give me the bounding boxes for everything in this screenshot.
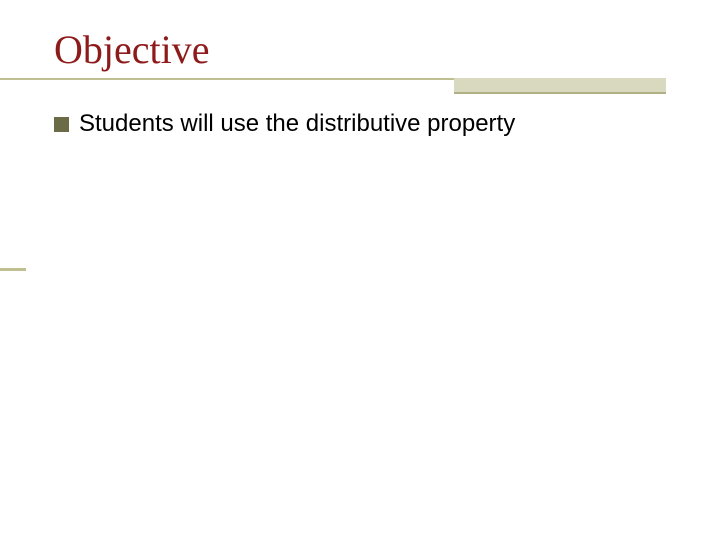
bullet-item: Students will use the distributive prope…: [54, 110, 515, 138]
square-bullet-icon: [54, 117, 69, 132]
bullet-text: Students will use the distributive prope…: [79, 110, 515, 138]
title-underline-accent-bg: [454, 78, 666, 92]
slide: Objective Students will use the distribu…: [0, 0, 720, 540]
left-edge-tick: [0, 268, 26, 271]
title-underline-accent-line: [454, 92, 666, 94]
slide-title: Objective: [54, 26, 210, 73]
